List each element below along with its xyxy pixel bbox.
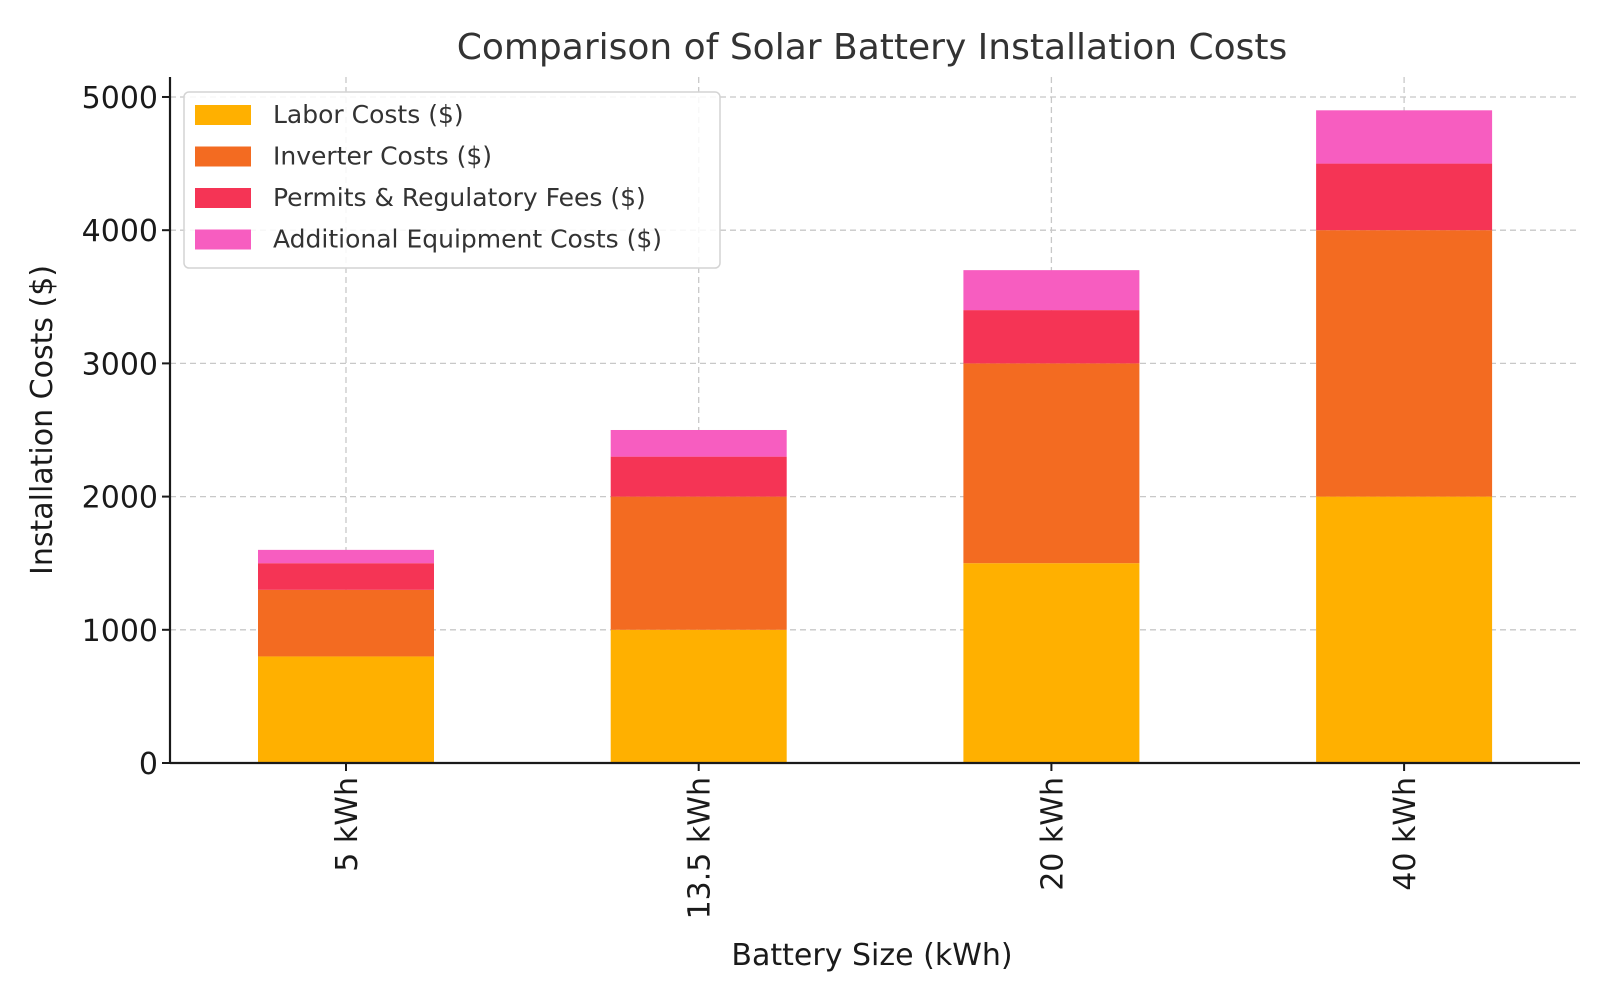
legend-swatch — [195, 105, 251, 125]
y-tick-label: 4000 — [82, 214, 158, 249]
bar-segment — [963, 363, 1140, 564]
bar-segment — [963, 270, 1140, 311]
legend-swatch — [195, 146, 251, 167]
x-tick-label: 40 kWh — [1388, 777, 1423, 891]
y-axis-label: Installation Costs ($) — [25, 265, 60, 575]
bar-segment — [963, 310, 1140, 364]
y-tick-label: 5000 — [82, 81, 158, 116]
bar-segment — [963, 563, 1140, 763]
bar-segment — [258, 589, 434, 657]
axes — [168, 77, 1580, 765]
x-axis-label: Battery Size (kWh) — [731, 938, 1012, 973]
legend: Labor Costs ($) Inverter Costs ($) Permits… — [183, 91, 721, 269]
bar-segment — [610, 456, 787, 497]
legend-label: Inverter Costs ($) — [273, 142, 492, 171]
chart-title: Comparison of Solar Battery Installation… — [457, 27, 1288, 68]
bar-segment — [258, 656, 434, 763]
bar-segment — [1316, 230, 1493, 497]
x-tick-label: 5 kWh — [330, 777, 365, 872]
bar-segment — [1316, 496, 1493, 763]
y-tick-label: 2000 — [82, 481, 158, 516]
legend-swatch — [195, 188, 251, 208]
legend-swatch — [195, 229, 251, 250]
x-tick-label: 13.5 kWh — [683, 777, 718, 919]
bar-segment — [258, 563, 434, 590]
bar-segment — [610, 629, 787, 763]
bar-segment — [258, 549, 434, 564]
bar-segment — [1316, 110, 1493, 164]
x-tick-label: 20 kWh — [1035, 777, 1070, 891]
x-axis-ticks: 5 kWh 13.5 kWh 20 kWh 40 kWh — [330, 763, 1423, 919]
bars — [258, 110, 1493, 763]
legend-label: Labor Costs ($) — [273, 100, 464, 129]
legend-label: Permits & Regulatory Fees ($) — [273, 183, 646, 212]
bar-segment — [610, 429, 787, 457]
y-axis-ticks: 0 1000 2000 3000 4000 5000 — [82, 81, 170, 782]
legend-label: Additional Equipment Costs ($) — [273, 225, 662, 254]
legend-box — [183, 91, 721, 269]
y-tick-label: 1000 — [82, 614, 158, 649]
bar-segment — [610, 496, 787, 630]
y-tick-label: 3000 — [82, 347, 158, 382]
y-tick-label: 0 — [139, 747, 158, 782]
bar-segment — [1316, 163, 1493, 231]
